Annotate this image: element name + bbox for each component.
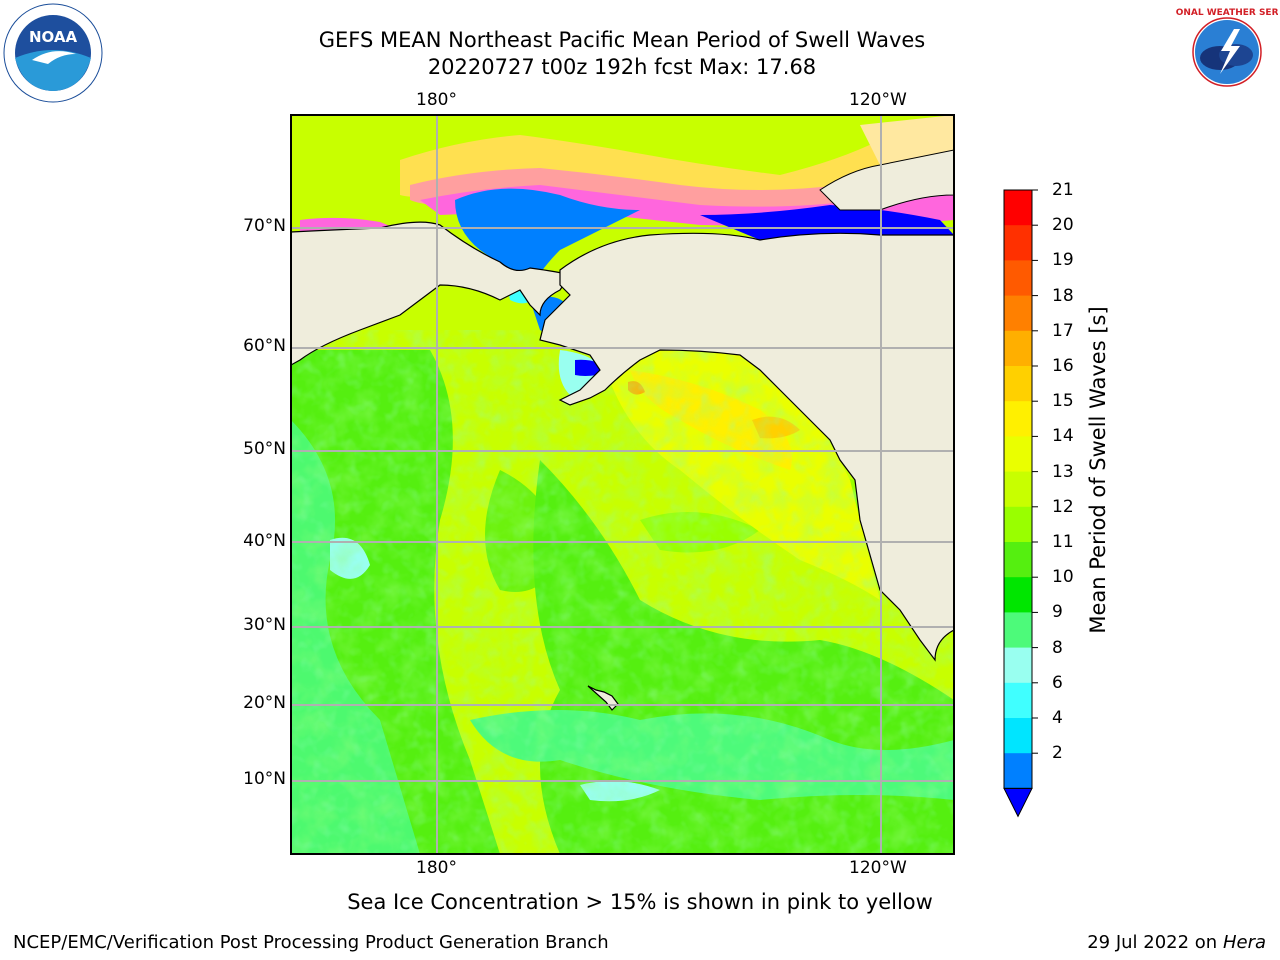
colorbar-tick-label: 9 [1052, 602, 1063, 623]
lat-label-20n: 20°N [243, 693, 286, 713]
lon-label-bottom-120w: 120°W [849, 858, 907, 878]
svg-text:NOAA: NOAA [29, 28, 78, 46]
svg-text:NATIONAL WEATHER SERVICE: NATIONAL WEATHER SERVICE [1176, 8, 1278, 18]
footer-date: 29 Jul 2022 on Hera [1087, 932, 1266, 953]
colorbar-tick-label: 18 [1052, 285, 1074, 306]
lat-label-70n: 70°N [243, 216, 286, 236]
colorbar-swatch [1004, 682, 1032, 719]
map-frame [290, 114, 955, 855]
noaa-logo: NOAA [3, 3, 103, 103]
colorbar-swatch [1004, 753, 1032, 789]
lat-label-40n: 40°N [243, 531, 286, 551]
colorbar-tick-label: 2 [1052, 743, 1063, 764]
colorbar-swatch [1004, 366, 1032, 402]
sea-ice-note: Sea Ice Concentration > 15% is shown in … [347, 890, 933, 914]
colorbar-tick-label: 8 [1052, 637, 1063, 658]
colorbar-swatch [1004, 471, 1032, 508]
nws-logo: NATIONAL WEATHER SERVICE [1176, 5, 1278, 99]
colorbar-tick-label: 12 [1052, 496, 1074, 517]
lon-label-top-180: 180° [416, 90, 457, 110]
lon-label-top-120w: 120°W [849, 90, 907, 110]
colorbar-swatch [1004, 577, 1032, 613]
colorbar-tick-label: 11 [1052, 532, 1074, 552]
colorbar-tick-label: 14 [1052, 426, 1074, 447]
colorbar-swatch [1004, 647, 1032, 684]
colorbar-tick-label: 4 [1052, 708, 1063, 728]
map-subtitle: 20220727 t00z 192h fcst Max: 17.68 [427, 55, 817, 79]
colorbar-swatch [1004, 506, 1032, 543]
colorbar-tick-label: 6 [1052, 672, 1063, 693]
colorbar-title: Mean Period of Swell Waves [s] [1086, 306, 1110, 634]
footer-credit: NCEP/EMC/Verification Post Processing Pr… [13, 932, 609, 953]
gridlines [291, 115, 954, 854]
colorbar-swatch [1004, 225, 1032, 261]
colorbar-swatch [1004, 542, 1032, 578]
colorbar-swatch [1004, 718, 1032, 754]
colorbar-tick-label: 21 [1052, 180, 1074, 200]
lon-label-bottom-180: 180° [416, 858, 457, 878]
colorbar-tick-label: 16 [1052, 356, 1074, 376]
map-title: GEFS MEAN Northeast Pacific Mean Period … [318, 28, 926, 52]
colorbar [1003, 189, 1038, 818]
colorbar-swatch [1004, 401, 1032, 437]
colorbar-swatch [1004, 612, 1032, 649]
colorbar-tick-label: 19 [1052, 250, 1074, 271]
colorbar-swatch [1004, 330, 1032, 367]
lat-label-30n: 30°N [243, 615, 286, 635]
colorbar-tick-label: 20 [1052, 215, 1074, 236]
lat-label-60n: 60°N [243, 336, 286, 356]
colorbar-swatch [1004, 295, 1032, 332]
colorbar-swatch [1004, 436, 1032, 473]
colorbar-swatch [1004, 190, 1032, 226]
colorbar-frame [1003, 189, 1033, 789]
footer-date-text: 29 Jul 2022 on [1087, 932, 1223, 953]
swell-period-field [291, 115, 954, 854]
lat-label-50n: 50°N [243, 439, 286, 459]
colorbar-swatch [1004, 260, 1032, 297]
footer-host: Hera [1222, 932, 1266, 953]
colorbar-tick-label: 17 [1052, 320, 1074, 341]
colorbar-tick-label: 13 [1052, 461, 1074, 482]
colorbar-extend-arrow [1003, 787, 1033, 818]
colorbar-tick-label: 15 [1052, 391, 1074, 412]
lat-label-10n: 10°N [243, 769, 286, 789]
colorbar-tick-label: 10 [1052, 567, 1074, 588]
